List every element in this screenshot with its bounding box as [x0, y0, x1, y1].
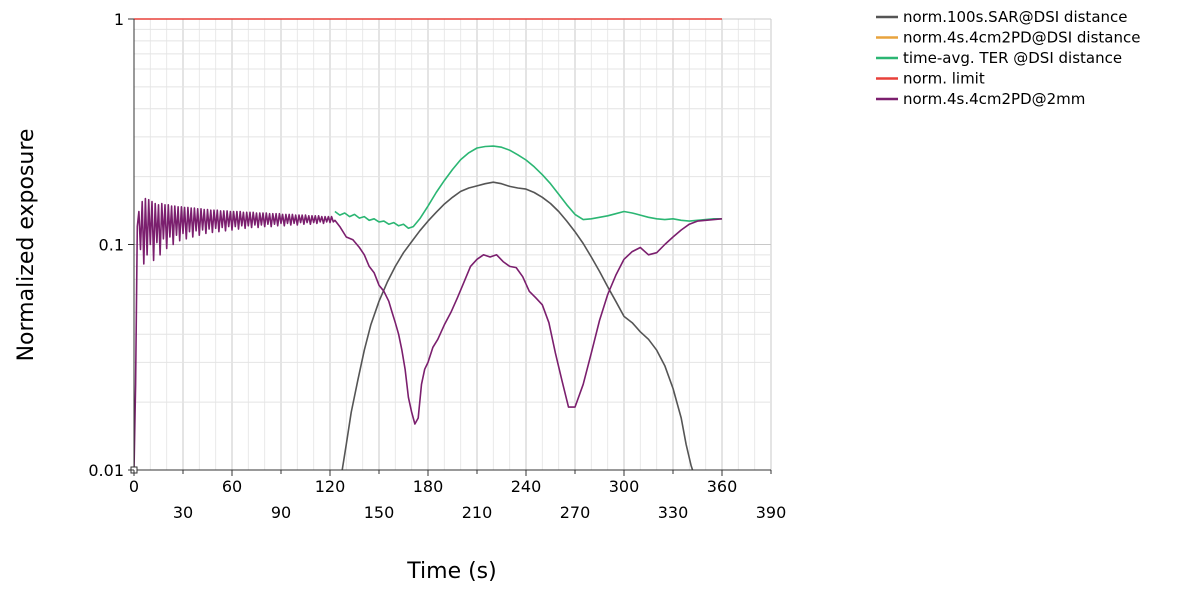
x-tick-label: 240 — [511, 477, 542, 496]
tick-labels: 0 60 120 180 240 300 360 30 90 150 210 270 330 390 0.0… — [88, 10, 786, 522]
legend-label: time-avg. TER @DSI distance — [903, 49, 1122, 67]
x-tick-label: 120 — [315, 477, 346, 496]
y-tick-label: 0.1 — [99, 236, 124, 255]
x-tick-label: 210 — [462, 503, 493, 522]
x-tick-label: 300 — [609, 477, 640, 496]
x-tick-label: 60 — [222, 477, 242, 496]
axes — [128, 18, 772, 476]
grid — [133, 18, 772, 471]
x-tick-label: 30 — [173, 503, 193, 522]
x-tick-label: 90 — [271, 503, 291, 522]
legend-label: norm. limit — [903, 70, 985, 88]
x-axis-title: Time (s) — [406, 559, 496, 584]
x-tick-label: 390 — [756, 503, 787, 522]
series-line-4 — [134, 197, 723, 470]
series-line-0 — [341, 181, 694, 470]
series-line-2 — [334, 145, 722, 230]
x-tick-label: 180 — [413, 477, 444, 496]
series-lines — [134, 18, 723, 470]
x-tick-label: 270 — [560, 503, 591, 522]
y-tick-label: 0.01 — [88, 461, 124, 480]
legend-label: norm.4s.4cm2PD@2mm — [903, 90, 1085, 108]
y-axis-title: Normalized exposure — [14, 129, 39, 362]
legend-label: norm.100s.SAR@DSI distance — [903, 8, 1128, 26]
x-tick-label: 150 — [364, 503, 395, 522]
x-tick-label: 0 — [129, 477, 139, 496]
x-tick-label: 360 — [707, 477, 738, 496]
x-tick-label: 330 — [658, 503, 689, 522]
y-tick-label: 1 — [114, 10, 124, 29]
legend-label: norm.4s.4cm2PD@DSI distance — [903, 29, 1140, 47]
legend: norm.100s.SAR@DSI distance norm.4s.4cm2PD… — [876, 8, 1140, 108]
